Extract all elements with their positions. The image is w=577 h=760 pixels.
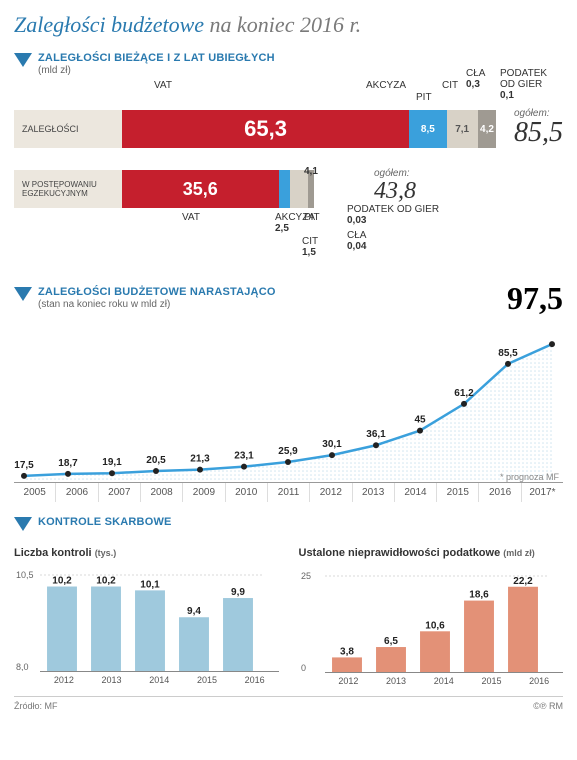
bottom-charts: Liczba kontroli (tys.) 10,58,010,210,210… [14, 547, 563, 686]
footer-credit: ©℗ RM [533, 701, 563, 711]
svg-text:8,0: 8,0 [16, 662, 29, 671]
svg-text:85,5: 85,5 [498, 348, 518, 359]
area-header: ZALEGŁOŚCI BUDŻETOWE NARASTAJĄCO (stan n… [14, 286, 563, 310]
nieprawid-chart: Ustalone nieprawidłowości podatkowe (mld… [299, 547, 564, 686]
year-cell: 2013 [372, 673, 420, 686]
title-accent: Zaległości budżetowe [14, 12, 204, 37]
section-sub: (stan na koniec roku w mld zł) [38, 299, 276, 310]
nieprawid-unit: (mld zł) [503, 548, 535, 558]
row-label: ZALEGŁOŚCI [14, 110, 122, 148]
svg-text:45: 45 [414, 415, 426, 426]
stacked-chart: VATAKCYZAPITCITCŁA0,3PODATEKOD GIER0,1ZA… [14, 80, 563, 280]
svg-text:36,1: 36,1 [366, 430, 386, 441]
svg-text:25,9: 25,9 [278, 446, 298, 457]
arrow-down-icon [14, 287, 32, 301]
year-cell: 2012 [310, 483, 352, 502]
year-cell: 2009 [183, 483, 225, 502]
nieprawid-title: Ustalone nieprawidłowości podatkowe [299, 547, 501, 559]
section-label: ZALEGŁOŚCI BUDŻETOWE NARASTAJĄCO [38, 286, 276, 299]
svg-text:3,8: 3,8 [340, 646, 354, 657]
year-cell: 2014 [395, 483, 437, 502]
year-cell: 2013 [353, 483, 395, 502]
year-cell: 2014 [135, 672, 183, 685]
svg-text:30,1: 30,1 [322, 440, 342, 451]
title-rest: na koniec 2016 r. [204, 12, 361, 37]
arrow-down-icon [14, 517, 32, 531]
svg-text:18,6: 18,6 [469, 590, 489, 601]
svg-text:10,6: 10,6 [425, 620, 445, 631]
svg-text:19,1: 19,1 [102, 458, 122, 469]
area-svg: 17,5 18,7 19,1 20,5 21,3 23,1 25,9 30,1 36,1 45 61… [14, 318, 562, 488]
year-cell: 2010 [226, 483, 268, 502]
kontrole-header: KONTROLE SKARBOWE [14, 516, 563, 531]
year-cell: 2012 [40, 672, 88, 685]
year-cell: 2017* [522, 483, 563, 502]
svg-text:23,1: 23,1 [234, 451, 254, 462]
nieprawid-year-axis: 20122013201420152016 [325, 672, 564, 686]
svg-text:61,2: 61,2 [454, 388, 474, 399]
kontrole-year-axis: 20122013201420152016 [40, 671, 279, 685]
section-unit: (mld zł) [38, 65, 275, 76]
svg-text:17,5: 17,5 [14, 460, 34, 471]
section-label: ZALEGŁOŚCI BIEŻĄCE I Z LAT UBIEGŁYCH [38, 52, 275, 65]
year-cell: 2016 [479, 483, 521, 502]
svg-text:10,1: 10,1 [140, 580, 160, 591]
footer-source: Źródło: MF [14, 701, 58, 711]
area-year-axis: 2005200620072008200920102011201220132014… [14, 482, 563, 502]
section-label: KONTROLE SKARBOWE [38, 516, 172, 529]
arrow-down-icon [14, 53, 32, 67]
svg-text:20,5: 20,5 [146, 455, 166, 466]
year-cell: 2012 [325, 673, 373, 686]
svg-text:10,2: 10,2 [52, 576, 72, 587]
year-cell: 2016 [231, 672, 279, 685]
year-cell: 2008 [141, 483, 183, 502]
area-big-value: 97,5 [507, 280, 563, 317]
svg-text:9,9: 9,9 [231, 587, 245, 598]
year-cell: 2015 [468, 673, 516, 686]
svg-text:22,2: 22,2 [513, 576, 533, 587]
svg-text:21,3: 21,3 [190, 454, 210, 465]
year-cell: 2014 [420, 673, 468, 686]
kontrole-title: Liczba kontroli [14, 547, 92, 559]
year-cell: 2015 [183, 672, 231, 685]
svg-text:10,2: 10,2 [96, 576, 116, 587]
year-cell: 2011 [268, 483, 310, 502]
year-cell: 2006 [56, 483, 98, 502]
svg-text:10,5: 10,5 [16, 570, 34, 580]
page-title: Zaległości budżetowe na koniec 2016 r. [14, 12, 563, 38]
year-cell: 2016 [515, 673, 563, 686]
year-cell: 2015 [437, 483, 479, 502]
svg-text:9,4: 9,4 [187, 607, 201, 618]
year-cell: 2005 [14, 483, 56, 502]
year-cell: 2013 [88, 672, 136, 685]
kontrole-unit: (tys.) [95, 548, 117, 558]
kontrole-svg: 10,5 8,0 10,2 10,2 10,1 9,4 9,9 [14, 561, 264, 671]
kontrole-chart: Liczba kontroli (tys.) 10,58,010,210,210… [14, 547, 279, 686]
year-cell: 2007 [99, 483, 141, 502]
svg-text:6,5: 6,5 [384, 636, 398, 647]
svg-text:0: 0 [301, 663, 306, 672]
svg-text:25: 25 [301, 571, 311, 581]
footer: Źródło: MF ©℗ RM [14, 696, 563, 711]
svg-text:18,7: 18,7 [58, 458, 78, 469]
area-chart: 97,5 17,518,719,120,521,323,125,930,136,… [14, 318, 563, 502]
nieprawid-svg: 25 0 3,8 6,5 10,6 18,6 22,2 [299, 562, 549, 672]
